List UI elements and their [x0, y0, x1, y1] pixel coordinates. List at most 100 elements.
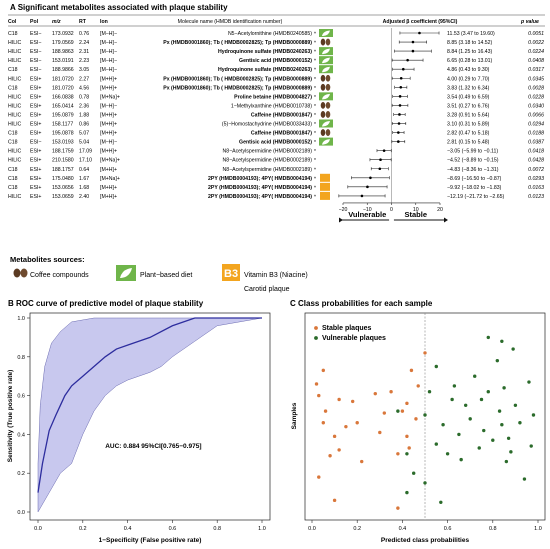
stable-point	[382, 411, 387, 415]
vulnerable-point	[423, 413, 427, 417]
panel-c-title: C Class probabilities for each sample	[290, 299, 433, 308]
stable-point	[423, 351, 427, 355]
forest-row	[393, 112, 406, 116]
cell-beta: 2.82 (0.47 to 5.18)	[447, 131, 490, 137]
vulnerable-point	[509, 450, 513, 454]
estimate-point	[378, 167, 382, 171]
cell-mz: 181.0720	[52, 85, 74, 91]
stable-point	[337, 448, 341, 452]
vulnerable-point	[468, 417, 472, 421]
table-row: HILIC ESI+ 195.0879 1.88 [M+H]+ Caffeine (HMD…	[8, 111, 544, 119]
y-tick-label: 0.2	[17, 471, 25, 477]
stable-point	[337, 397, 341, 402]
forest-row	[391, 122, 407, 125]
x-axis-label: 1−Specificity (False positive rate)	[99, 537, 202, 544]
stable-point	[400, 409, 405, 413]
legend-title: Metabolites sources:	[10, 255, 85, 264]
cell-ion: [M+H]+	[100, 76, 117, 82]
cell-beta: −9.92 (−18.02 to −1.83)	[447, 185, 502, 191]
cell-mz: 175.0480	[52, 176, 74, 182]
y-tick-label: 0.6	[17, 394, 25, 400]
stable-point	[409, 368, 414, 373]
cell-pol: ESI+	[30, 85, 41, 91]
cell-rt: 0.76	[79, 31, 89, 37]
stable-point	[314, 382, 319, 386]
roc-curve	[37, 317, 262, 493]
cell-p: 0.0387	[528, 140, 545, 146]
vulnerable-point	[486, 335, 490, 340]
y-axis-label: Samples	[291, 402, 298, 429]
vitamin-b3-icon	[320, 182, 330, 191]
x-tick-label: 0.4	[399, 526, 407, 532]
y-tick-label: 0.4	[17, 432, 25, 438]
cell-asterisk: *	[314, 41, 316, 47]
cell-p: 0.0224	[528, 49, 544, 55]
forest-tick-label: 0	[390, 207, 393, 213]
cell-col: HILIC	[8, 158, 22, 164]
forest-row	[376, 149, 392, 153]
cell-ion: [M+H]+	[100, 122, 117, 128]
vulnerable-point	[500, 423, 504, 427]
x-axis-label: Predicted class probabilities	[381, 537, 470, 544]
cell-col: HILIC	[8, 122, 22, 128]
vulnerable-point	[412, 471, 416, 475]
plant-icon	[319, 137, 333, 146]
vulnerable-point	[450, 397, 454, 402]
cell-rt: 4.56	[79, 85, 89, 91]
stable-point	[405, 401, 409, 406]
cell-col: HILIC	[8, 58, 22, 64]
table-row: HILIC ESI− 179.0569 2.24 [M−H]− Px (HMDB00018…	[8, 38, 544, 47]
forest-row	[369, 158, 392, 162]
cell-ion: [M−H]−	[100, 140, 117, 146]
stable-point	[344, 424, 348, 429]
vulnerable-point	[441, 423, 445, 427]
forest-row	[398, 40, 428, 44]
table-row: C18 ESI− 188.9866 3.05 [M−H]− Hydroquinone su…	[8, 65, 545, 74]
estimate-point	[379, 158, 382, 161]
panel-b-title: B ROC curve of predictive model of plaqu…	[8, 299, 204, 308]
x-tick-label: 0.4	[124, 526, 132, 532]
cell-mz: 181.0720	[52, 76, 74, 82]
estimate-point	[397, 122, 401, 125]
cell-p: 0.0188	[528, 131, 544, 137]
cell-asterisk: *	[314, 32, 316, 38]
legend-b3: Vitamin B3 (Niacine)	[244, 272, 308, 279]
vulnerable-point	[504, 459, 509, 464]
cell-beta: 8.85 (3.18 to 14.52)	[447, 40, 493, 46]
stable-point	[321, 368, 325, 373]
forest-row	[338, 194, 386, 198]
cell-molecule: 2PY (HMDB0004193); 4PY( HMDB0004194)	[208, 176, 312, 182]
table-row: HILIC ESI+ 210.1580 17.10 [M+Na]+ N8−Acetylsp…	[8, 158, 544, 165]
cell-p: 0.0408	[528, 58, 544, 64]
cell-molecule: Gentisic acid (HMDB0000152)	[239, 58, 312, 64]
cell-molecule: N8−Acetylspermidine (HMDB0002189)	[222, 167, 312, 173]
cell-rt: 0.78	[79, 94, 89, 100]
vulnerable-point	[497, 409, 502, 413]
cell-ion: [M−H]−	[100, 58, 117, 64]
estimate-point	[397, 140, 400, 143]
cell-asterisk: *	[314, 131, 316, 137]
cell-asterisk: *	[314, 140, 316, 146]
x-tick-label: 0.0	[34, 526, 42, 532]
vulnerable-point	[459, 457, 463, 462]
legend-carotid: Carotid plaque	[244, 286, 290, 293]
stable-label: Stable	[404, 210, 427, 219]
forest-row	[351, 176, 390, 180]
estimate-point	[382, 149, 386, 152]
stable-point	[396, 452, 400, 456]
cell-rt: 17.10	[79, 158, 92, 164]
cell-mz: 153.0193	[52, 140, 74, 146]
panel-a-title: A Significant metabolites associated wit…	[10, 3, 228, 12]
x-tick-label: 0.8	[213, 526, 221, 532]
cell-asterisk: *	[314, 59, 316, 65]
cell-col: HILIC	[8, 49, 22, 55]
plant-icon	[319, 92, 333, 101]
vulnerable-point	[439, 500, 443, 504]
legend-plant: Plant−based diet	[140, 272, 192, 279]
vitamin-b3-icon	[320, 191, 330, 200]
p-header: p value	[520, 19, 539, 25]
vulnerable-point	[479, 397, 484, 402]
stable-point	[414, 417, 418, 421]
stable-point	[332, 498, 337, 503]
coffee-icon	[320, 129, 331, 136]
